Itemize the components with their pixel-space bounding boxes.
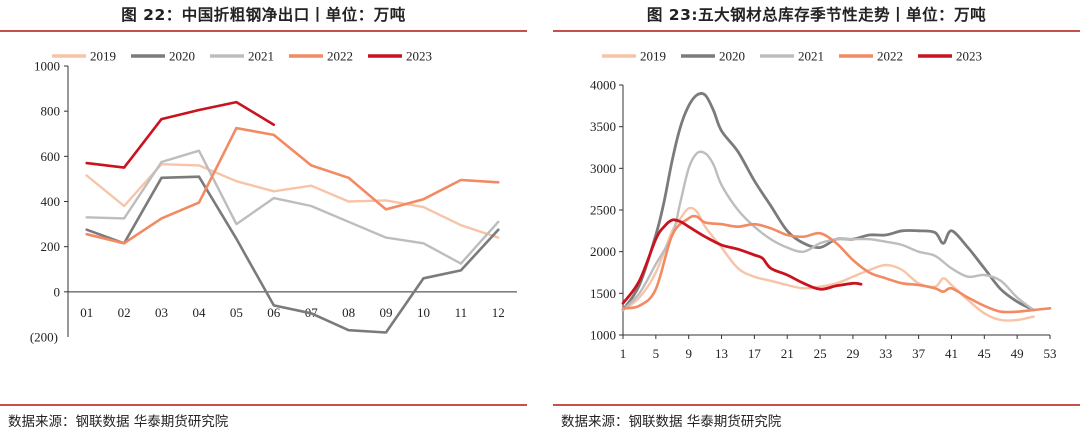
- y-tick-label: 3500: [590, 119, 616, 134]
- footer-divider: [553, 404, 1080, 406]
- x-tick-label: 25: [814, 346, 827, 361]
- legend-label-2020: 2020: [719, 49, 745, 64]
- data-source-note: 数据来源：钢联数据 华泰期货研究院: [8, 414, 229, 430]
- chart-panel-left: 图 22：中国折粗钢净出口丨单位：万吨 2019 2020 2021 2022 2023…: [0, 0, 527, 433]
- footer-divider: [0, 404, 527, 406]
- x-tick-label: 21: [781, 346, 794, 361]
- y-tick-label: 200: [41, 239, 61, 254]
- y-tick-label: 1500: [590, 286, 616, 301]
- x-tick-label: 45: [978, 346, 991, 361]
- chart-title: 图 23:五大钢材总库存季节性走势丨单位：万吨: [646, 6, 987, 24]
- data-source-note: 数据来源：钢联数据 华泰期货研究院: [561, 414, 782, 430]
- x-tick-label: 9: [685, 346, 692, 361]
- x-tick-label: 13: [715, 346, 728, 361]
- legend-label-2021: 2021: [248, 49, 274, 64]
- legend-label-2022: 2022: [327, 49, 353, 64]
- x-tick-label: 02: [118, 305, 131, 320]
- x-tick-label: 41: [945, 346, 958, 361]
- legend-label-2019: 2019: [90, 49, 116, 64]
- y-tick-label: 600: [41, 149, 61, 164]
- legend-label-2023: 2023: [406, 49, 432, 64]
- legend-label-2019: 2019: [640, 49, 666, 64]
- x-tick-label: 17: [748, 346, 762, 361]
- x-tick-label: 1: [620, 346, 627, 361]
- x-tick-label: 12: [492, 305, 505, 320]
- x-tick-label: 09: [380, 305, 393, 320]
- x-tick-label: 49: [1011, 346, 1024, 361]
- y-tick-label: 1000: [590, 328, 616, 343]
- y-tick-label: 800: [41, 104, 61, 119]
- series-line-2020: [621, 91, 1035, 312]
- series-line-2023: [621, 218, 863, 305]
- y-tick-label: 2000: [590, 244, 616, 259]
- y-tick-label: 400: [41, 194, 61, 209]
- series-line-2021: [621, 150, 1035, 312]
- x-tick-label: 53: [1044, 346, 1057, 361]
- x-tick-label: 11: [455, 305, 468, 320]
- chart-title: 图 22：中国折粗钢净出口丨单位：万吨: [121, 6, 406, 24]
- x-tick-label: 37: [912, 346, 926, 361]
- x-tick-label: 06: [267, 305, 281, 320]
- y-tick-label: 3000: [590, 161, 616, 176]
- y-tick-label: 0: [54, 284, 61, 299]
- legend-label-2020: 2020: [169, 49, 195, 64]
- series-line-2023: [85, 100, 276, 169]
- legend-label-2022: 2022: [877, 49, 903, 64]
- x-tick-label: 04: [192, 305, 206, 320]
- x-tick-label: 03: [155, 305, 168, 320]
- series-line-2020: [85, 175, 500, 334]
- x-tick-label: 29: [846, 346, 859, 361]
- inventory-seasonal-line-chart: 2019 2020 2021 2022 2023 4000 3500 3000 2500 2000…: [590, 49, 1057, 362]
- x-tick-label: 5: [653, 346, 660, 361]
- x-tick-label: 05: [230, 305, 243, 320]
- net-export-line-chart: 2019 2020 2021 2022 2023 1000 800 600 400 200 0 (20…: [30, 49, 517, 345]
- y-tick-label-negative: (200): [30, 330, 58, 345]
- legend-label-2023: 2023: [956, 49, 982, 64]
- y-tick-label: 2500: [590, 203, 616, 218]
- y-tick-label: 1000: [34, 59, 60, 74]
- x-tick-label: 33: [879, 346, 892, 361]
- x-tick-label: 08: [342, 305, 355, 320]
- series-line-2021: [85, 149, 500, 265]
- y-tick-label: 4000: [590, 78, 616, 93]
- title-divider: [0, 30, 527, 32]
- x-tick-label: 10: [417, 305, 430, 320]
- chart-panel-right: 图 23:五大钢材总库存季节性走势丨单位：万吨 2019 2020 2021 2022…: [553, 0, 1080, 433]
- legend-label-2021: 2021: [798, 49, 824, 64]
- series-line-2022: [621, 214, 1052, 314]
- series-line-2022: [85, 126, 500, 245]
- x-tick-label: 01: [80, 305, 93, 320]
- title-divider: [553, 30, 1080, 32]
